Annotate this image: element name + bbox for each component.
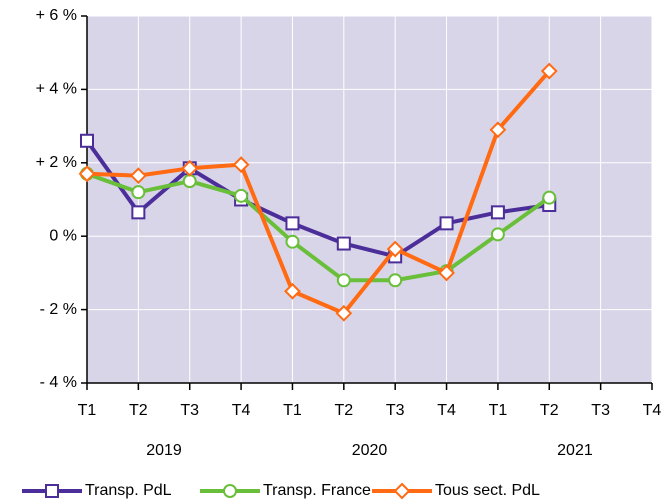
marker [131, 205, 146, 220]
x-tick-label: T1 [78, 402, 97, 419]
y-tick-label: - 2 % [40, 301, 77, 318]
marker [540, 62, 558, 80]
marker [234, 188, 249, 203]
marker [131, 185, 146, 200]
marker [386, 240, 404, 258]
year-label: 2020 [352, 442, 388, 459]
marker [336, 273, 351, 288]
legend-label: Transp. France [263, 482, 371, 499]
marker [438, 264, 455, 282]
marker [490, 205, 505, 220]
legend-label: Transp. PdL [85, 482, 172, 499]
marker [439, 216, 454, 231]
x-tick-label: T4 [232, 402, 251, 419]
x-tick-label: T1 [283, 402, 302, 419]
marker [285, 234, 300, 249]
marker [336, 236, 351, 251]
marker [45, 484, 59, 498]
marker [129, 167, 147, 185]
plot-area [87, 16, 652, 383]
x-tick-label: T4 [437, 402, 456, 419]
marker [285, 216, 300, 231]
y-tick-label: - 4 % [40, 374, 77, 391]
marker [80, 133, 94, 148]
marker [182, 174, 197, 189]
marker [223, 484, 237, 498]
x-tick-label: T2 [129, 402, 148, 419]
marker [78, 165, 96, 183]
x-tick-label: T3 [386, 402, 405, 419]
series-line [86, 69, 551, 316]
x-tick-label: T2 [334, 402, 353, 419]
year-label: 2019 [146, 442, 182, 459]
marker [232, 156, 250, 174]
marker [393, 482, 411, 500]
x-tick-label: T2 [540, 402, 559, 419]
y-tick-label: 0 % [49, 227, 77, 244]
marker [335, 304, 353, 322]
x-tick-label: T3 [591, 402, 610, 419]
y-tick-label: + 4 % [36, 81, 77, 98]
marker [490, 227, 505, 242]
marker [489, 121, 507, 139]
x-tick-label: T1 [489, 402, 508, 419]
y-tick-label: + 2 % [36, 154, 77, 171]
marker [542, 190, 557, 205]
marker [181, 159, 199, 177]
x-tick-label: T4 [643, 402, 662, 419]
series-line [85, 139, 550, 259]
year-label: 2021 [557, 442, 593, 459]
x-tick-label: T3 [180, 402, 199, 419]
y-tick-label: + 6 % [36, 7, 77, 24]
legend-label: Tous sect. PdL [435, 482, 540, 499]
marker [388, 273, 403, 288]
marker [284, 282, 301, 300]
series-line [86, 171, 551, 283]
